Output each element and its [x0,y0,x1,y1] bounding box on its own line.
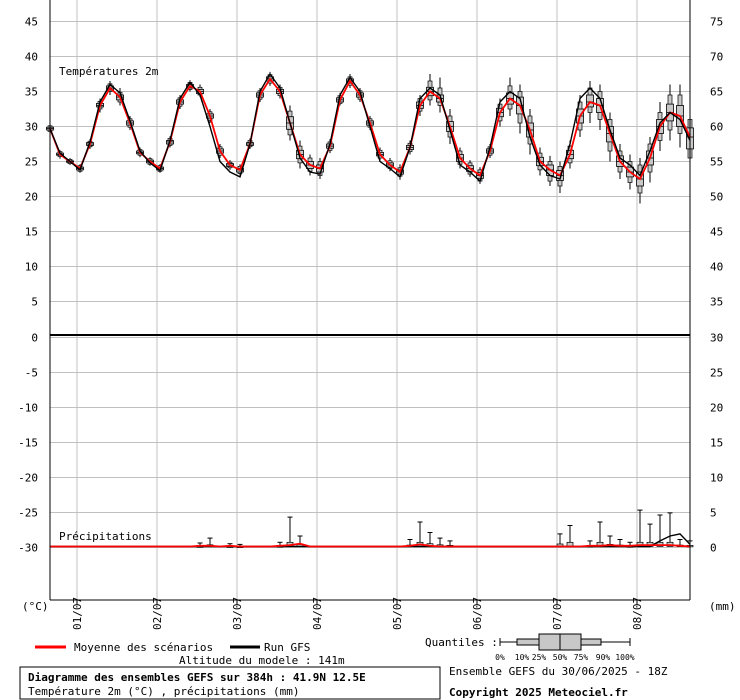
quantile-tick-label: 10% [515,653,530,662]
axes: 01/07 02/07 03/07 04/07 05/07 06/07 07/07 08/07… [18,0,723,630]
precip-boxplot [426,532,434,547]
x-tick-label: 06/07 [471,597,484,630]
temp-y2-tick-label: 75 [710,16,723,29]
x-tick-label: 05/07 [391,597,404,630]
precip-y2-tick-label: 0 [710,542,717,555]
precipitation-panel-label: Précipitations [59,530,152,543]
precip-y2-tick-label: 15 [710,437,723,450]
precip-y-tick-label: -5 [25,367,38,380]
precip-y2-tick-label: 10 [710,472,723,485]
x-tick-label: 08/07 [631,597,644,630]
precip-y-tick-label: 0 [31,332,38,345]
ensemble-run-label: Ensemble GEFS du 30/06/2025 - 18Z [449,665,668,678]
diagram-title: Diagramme des ensembles GEFS sur 384h : … [28,671,366,684]
copyright-label: Copyright 2025 Meteociel.fr [449,686,628,699]
precip-boxplot [286,516,294,547]
precip-boxplot [416,521,424,547]
temp-y-tick-label: 5 [31,296,38,309]
quantile-tick-label: 50% [553,653,568,662]
temperature-panel [46,71,694,204]
temp-mean-line [49,77,691,181]
temp-y-tick-label: 40 [25,51,38,64]
temp-y2-tick-label: 50 [710,191,723,204]
right-unit-label: (mm) [709,600,736,613]
temp-y-tick-label: 45 [25,16,38,29]
temp-y2-tick-label: 70 [710,51,723,64]
temp-boxplot [506,77,514,116]
altitude-label: Altitude du modele : 141m [179,654,345,667]
precip-y-tick-label: -20 [18,472,38,485]
quantiles-label: Quantiles : [425,636,498,649]
precip-y2-tick-label: 25 [710,367,723,380]
temp-y-tick-label: 15 [25,226,38,239]
precip-y2-tick-label: 30 [710,332,723,345]
temp-y-tick-label: 20 [25,191,38,204]
temp-y-tick-label: 10 [25,261,38,274]
precip-boxplot [436,537,444,547]
diagram-subtitle: Température 2m (°C) , précipitations (mm… [28,685,300,698]
quantile-tick-label: 100% [615,653,634,662]
x-tick-label: 01/07 [71,597,84,630]
quantile-tick-label: 0% [495,653,505,662]
temperature-panel-label: Températures 2m [59,65,159,78]
quantile-tick-label: 90% [596,653,611,662]
precip-boxplot [556,533,564,547]
temp-y2-tick-label: 35 [710,296,723,309]
mean-legend-label: Moyenne des scénarios [74,641,213,654]
precip-boxplot [596,521,604,547]
info-box [19,666,441,700]
precip-boxplot [636,509,644,547]
temp-y2-tick-label: 40 [710,261,723,274]
precip-y-tick-label: -10 [18,402,38,415]
run-legend-label: Run GFS [264,641,310,654]
precip-y-tick-label: -30 [18,542,38,555]
precip-boxplot [666,512,674,547]
x-tick-label: 02/07 [151,597,164,630]
precip-boxplot [566,525,574,547]
grid-lines [50,0,690,600]
temp-y2-tick-label: 45 [710,226,723,239]
quantile-tick-label: 25% [532,653,547,662]
temp-y-tick-label: 30 [25,121,38,134]
temp-y2-tick-label: 60 [710,121,723,134]
precip-y-tick-label: -25 [18,507,38,520]
quantile-legend-box [499,633,631,651]
x-tick-label: 03/07 [231,597,244,630]
temp-y2-tick-label: 55 [710,156,723,169]
quantile-tick-labels: 0% 10% 25% 50% 75% 90% 100% [495,653,635,662]
temp-box-75 [586,94,594,108]
x-tick-label: 07/07 [551,597,564,630]
precip-mean-line [50,542,691,548]
temp-run-line [49,72,691,183]
temp-y-tick-label: 35 [25,86,38,99]
precip-y2-tick-label: 20 [710,402,723,415]
quantile-tick-label: 75% [574,653,589,662]
precip-boxplot [646,523,654,547]
temp-y2-tick-label: 65 [710,86,723,99]
precipitation-panel [50,509,694,548]
precip-y2-tick-label: 5 [710,507,717,520]
left-unit-label: (°C) [22,600,49,613]
x-tick-label: 04/07 [311,597,324,630]
precip-y-tick-label: -15 [18,437,38,450]
temp-y-tick-label: 25 [25,156,38,169]
